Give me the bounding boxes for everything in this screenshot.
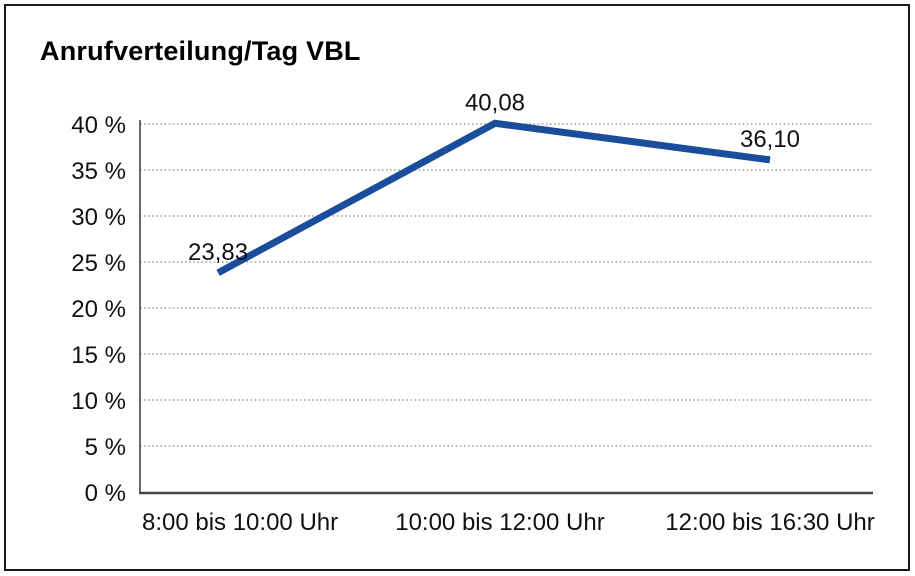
data-point-label: 40,08 [465,89,525,116]
x-category-label: 10:00 bis 12:00 Uhr [395,509,604,536]
data-point-label: 36,10 [740,126,800,153]
y-tick-label: 0 % [85,480,126,507]
y-tick-label: 5 % [85,434,126,461]
data-line [216,119,771,276]
y-tick-label: 15 % [71,342,126,369]
y-tick-label: 35 % [71,158,126,185]
x-category-label: 12:00 bis 16:30 Uhr [665,509,874,536]
data-point-label: 23,83 [188,239,248,266]
y-tick-label: 20 % [71,296,126,323]
y-tick-label: 25 % [71,250,126,277]
figure-border [4,4,910,571]
y-tick-label: 30 % [71,204,126,231]
chart-title: Anrufverteilung/Tag VBL [40,36,361,66]
y-tick-label: 10 % [71,388,126,415]
x-category-label: 8:00 bis 10:00 Uhr [142,509,338,536]
y-tick-label: 40 % [71,112,126,139]
